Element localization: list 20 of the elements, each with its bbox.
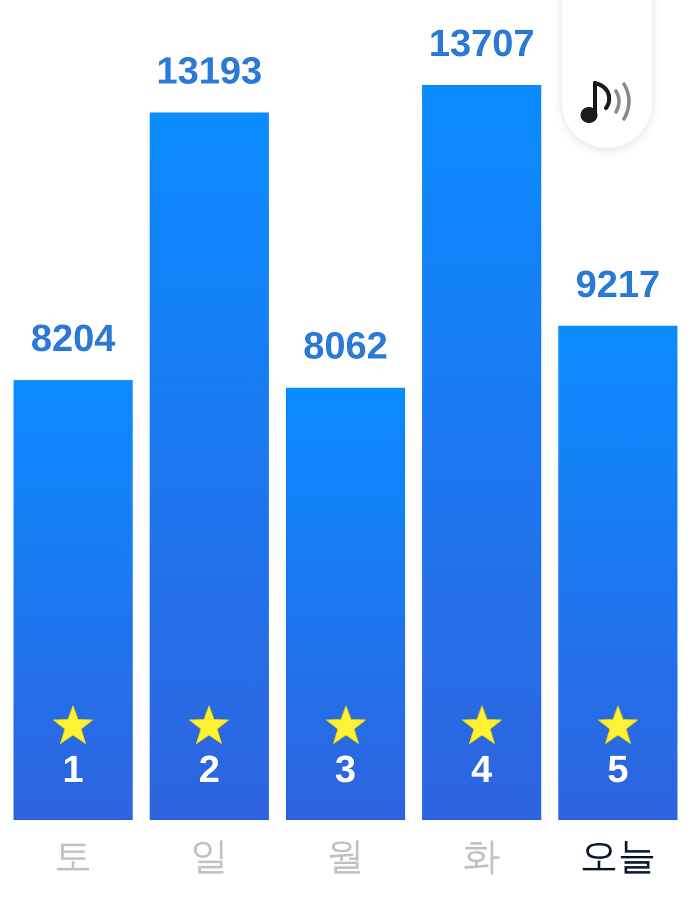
annotation: 5	[606, 748, 630, 792]
x-tick-label: 화	[462, 836, 501, 878]
data-label: 13193	[156, 50, 262, 93]
data-label: 8062	[303, 326, 388, 368]
data-label: 8204	[30, 318, 116, 360]
annotation: 4	[470, 748, 494, 792]
bar	[422, 85, 542, 820]
x-tick-label: 토	[54, 836, 92, 878]
bar	[150, 112, 269, 820]
data-label: 13707	[428, 23, 535, 65]
annotation: 3	[334, 748, 358, 792]
annotation: 2	[198, 748, 221, 792]
x-tick-label: 오늘	[580, 836, 656, 878]
bar	[558, 326, 678, 820]
x-tick-label: 일	[190, 836, 228, 878]
annotation: 1	[62, 748, 85, 792]
bar	[286, 388, 406, 820]
x-tick-label: 월	[326, 836, 364, 878]
data-label: 9217	[576, 264, 660, 306]
bar	[14, 380, 133, 820]
